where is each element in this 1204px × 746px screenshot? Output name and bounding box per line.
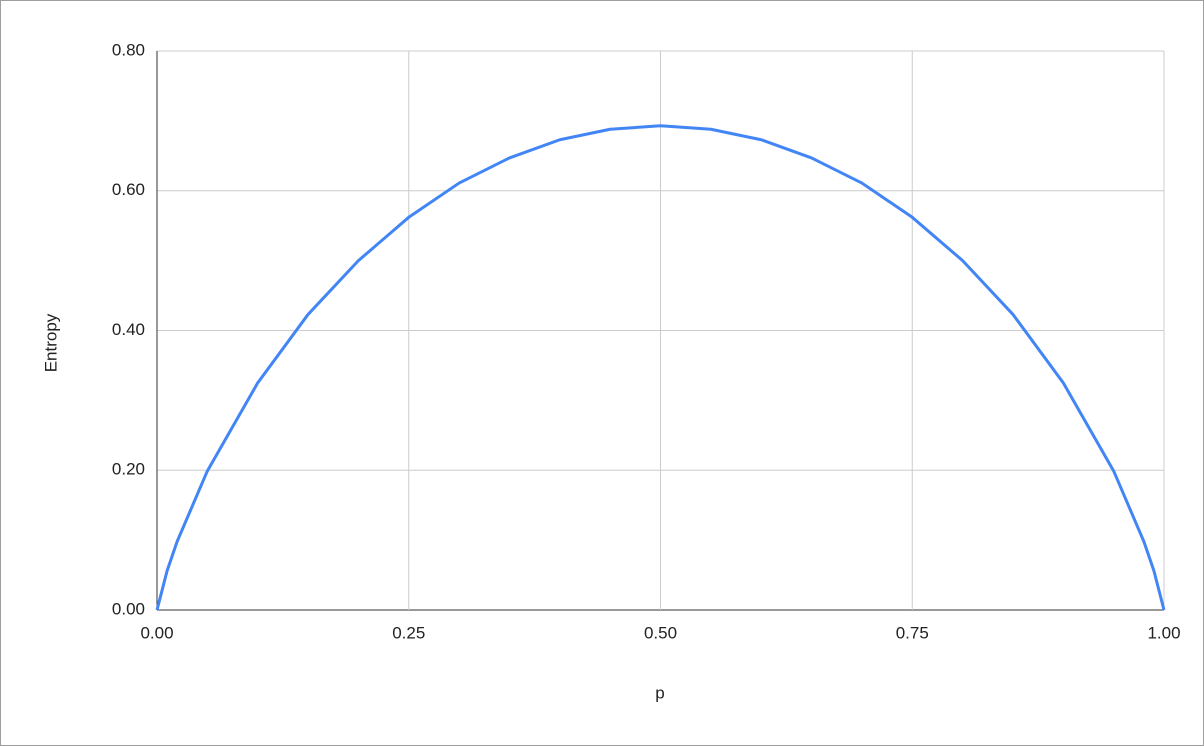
x-tick-label: 1.00: [1147, 623, 1180, 642]
x-tick-label: 0.00: [140, 623, 173, 642]
y-tick-label: 0.00: [112, 599, 145, 618]
x-tick-label: 0.50: [644, 623, 677, 642]
x-tick-label: 0.75: [896, 623, 929, 642]
y-axis-label: Entropy: [41, 313, 60, 372]
y-tick-label: 0.20: [112, 460, 145, 479]
y-tick-label: 0.60: [112, 180, 145, 199]
x-tick-label: 0.25: [392, 623, 425, 642]
y-tick-label: 0.40: [112, 320, 145, 339]
y-tick-label: 0.80: [112, 40, 145, 59]
x-axis-label: p: [655, 683, 664, 702]
data-line: [155, 124, 1166, 611]
